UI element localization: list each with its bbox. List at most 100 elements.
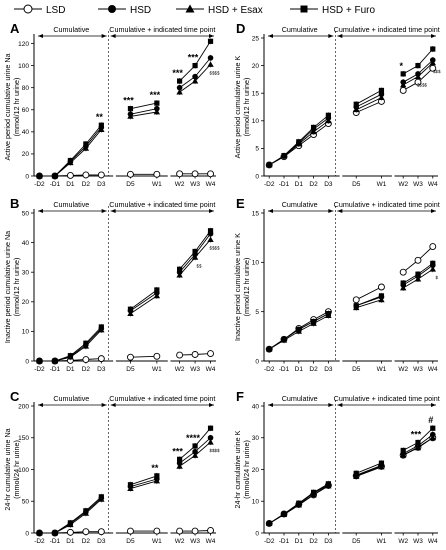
series-hsd [36,434,214,536]
x-tick-label: W1 [377,181,387,188]
chart-panel-a: A Cumulative Cumulative + indicated time p… [3,21,220,188]
x-tick-label: D5 [352,538,361,545]
data-point [176,527,184,535]
x-tick-label: D1 [66,181,75,188]
cumulative-label: Cumulative [53,25,89,34]
cumulative-label: Cumulative [282,25,318,34]
x-tick-label: W1 [377,538,387,545]
data-point [207,350,214,358]
series-line [356,299,382,309]
y-axis-label: Active period cumulative urine K [233,55,242,158]
x-tick-label: D5 [352,181,361,188]
data-point [36,358,43,364]
y-tick-label: 10 [252,499,260,506]
data-point [83,141,89,147]
arrow-right-icon [328,403,334,407]
series-hsd-furo [36,227,214,364]
indicated-label: Cumulative + indicated time point [109,25,215,34]
x-tick-label: D2 [309,181,318,188]
significance-label: ** [96,112,104,122]
data-point [36,530,43,536]
data-point [207,527,214,534]
series-line [39,124,102,177]
data-point [399,268,407,276]
data-point [191,170,199,178]
data-point [207,61,214,67]
data-point [153,527,161,535]
series-line [355,93,382,108]
data-point [310,318,317,325]
panel-letter-c: C [10,389,20,404]
y-tick-label: 15 [252,210,260,217]
data-point [52,530,58,536]
y-tick-label: 10 [22,329,30,336]
y-tick-label: 200 [18,403,29,410]
arrow-right-icon [431,209,436,213]
x-tick-label: W3 [190,538,200,545]
arrow-right-icon [328,34,334,38]
arrow-right-icon [431,34,436,38]
chart-panel-c: C Cumulative Cumulative + indicated time p… [3,389,220,545]
series-lsd [265,434,437,527]
period-arrows-e: Cumulative Cumulative + indicated time po… [268,200,440,361]
data-point [353,470,359,476]
data-point [176,84,183,91]
data-point [66,528,74,536]
series-hsd-furo [266,260,436,353]
x-tick-label: D1 [295,538,304,545]
x-tick-label: D1 [66,366,75,373]
data-point [414,73,422,80]
arrow-right-icon [328,209,334,213]
x-tick-label: -D1 [50,366,61,373]
series-hsd-furo [266,46,436,168]
panel-letter-e: E [236,196,245,211]
y-tick-label: 20 [252,63,260,70]
data-point [207,425,214,431]
data-point [177,78,183,84]
x-tick-label: W1 [152,181,162,188]
y-tick-label: 15 [252,91,260,98]
x-tick-label: D2 [309,366,318,373]
y-tick-label: 20 [22,299,30,306]
data-point [325,481,331,487]
data-point [281,336,287,342]
data-point [127,113,134,119]
y-axis-label: (mmol/12 hr urine) [242,78,251,137]
data-point [127,527,134,535]
series-line [356,295,382,307]
y-tick-label: 20 [252,467,260,474]
legend: LSD HSD HSD + Esax HSD + Furo [0,0,446,22]
data-point [177,266,183,272]
x-tick-label: W3 [190,181,200,188]
series-line [130,289,158,310]
y-tick-label: 30 [22,270,30,277]
x-tick-label: W4 [206,181,216,188]
data-point [281,511,287,517]
indicated-label: Cumulative + indicated time point [109,394,215,403]
arrow-left-icon [110,403,116,407]
chart-panel-d: D Cumulative Cumulative + indicated time p… [233,21,441,188]
arrow-right-icon [431,403,436,407]
data-point [52,173,58,179]
data-point [378,94,385,101]
y-tick-label: 25 [252,35,260,42]
data-point [429,59,436,66]
data-point [353,303,359,309]
data-point [430,260,436,266]
y-axis-label: (mmol/24 hr urine) [242,440,251,499]
significance-label: $$$$ [210,246,221,251]
significance-label: $$$$ [417,83,428,88]
x-tick-label: D2 [82,181,91,188]
x-tick-label: W2 [175,181,185,188]
legend-item-lsd: LSD [14,4,65,16]
data-point [400,280,406,286]
x-tick-label: D3 [324,366,333,373]
data-point [153,108,161,115]
series-line [356,101,382,113]
significance-label: $ [436,275,439,280]
data-point [192,248,198,255]
data-point [153,352,161,360]
series-line [356,97,382,111]
data-point [127,485,134,491]
